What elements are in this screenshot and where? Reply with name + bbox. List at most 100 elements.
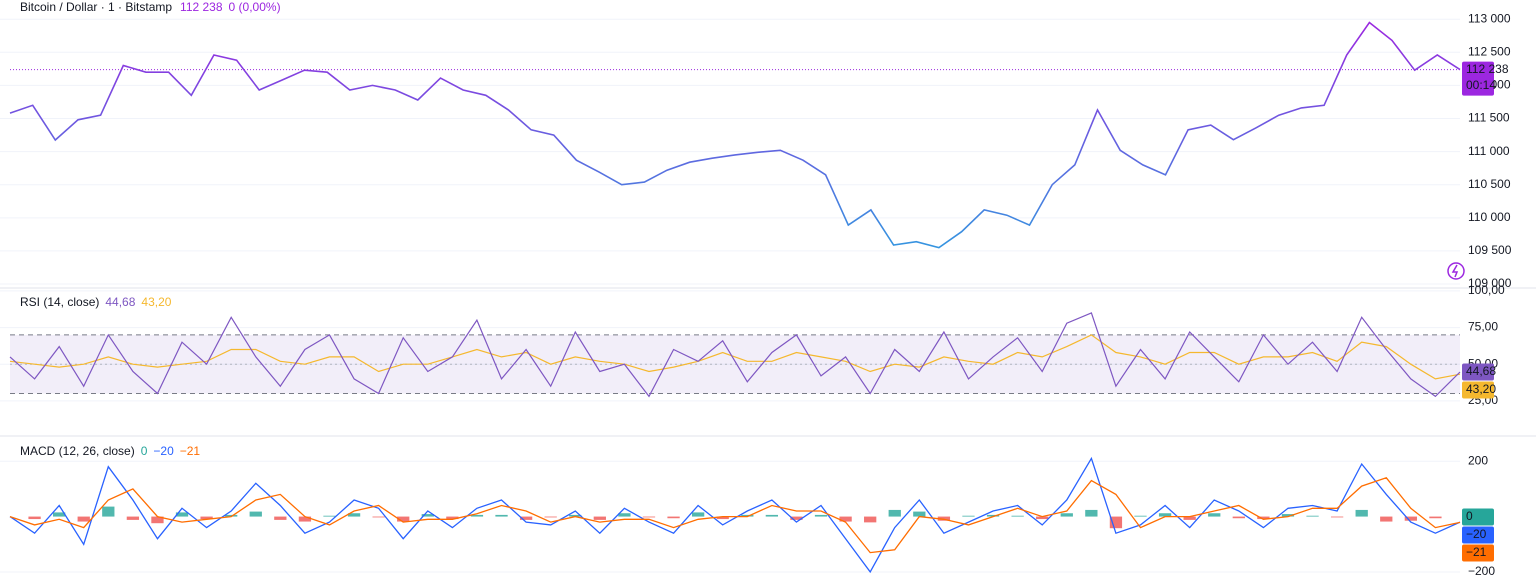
histogram-bar	[372, 516, 385, 518]
y-tick-label: −200	[1468, 564, 1495, 578]
histogram-bar	[1183, 516, 1196, 520]
rsi-badge-label: 43,20	[1466, 382, 1496, 396]
macd-badge-bg	[1462, 526, 1494, 544]
histogram-bar	[618, 513, 631, 517]
histogram-bar	[298, 516, 312, 522]
histogram-bar	[274, 516, 287, 520]
histogram-bar	[765, 514, 779, 517]
y-tick-label: 110 000	[1468, 210, 1511, 224]
rsi-ma-value: 43,20	[141, 295, 171, 309]
histogram-bar	[495, 514, 508, 517]
histogram-bar	[175, 512, 189, 517]
hist-value: 0	[141, 444, 148, 458]
rsi-badge-bg	[1462, 381, 1494, 399]
y-tick-label: 100,00	[1468, 283, 1505, 297]
histogram-bar	[544, 516, 557, 518]
hist-badge: 0	[1462, 508, 1494, 526]
macd-badge: −20	[1462, 526, 1494, 544]
alert-icon[interactable]	[1447, 262, 1465, 280]
histogram-bar	[937, 516, 951, 521]
histogram-bar	[1355, 509, 1368, 517]
histogram-bar	[225, 514, 238, 517]
macd-badge: −21	[1462, 544, 1494, 562]
histogram-bar	[1281, 514, 1295, 517]
histogram-bar	[1134, 515, 1147, 517]
histogram-bar	[200, 516, 213, 520]
macd-badge-bg	[1462, 544, 1494, 562]
macd-title: MACD (12, 26, close)	[20, 444, 135, 458]
hist-badge-label: 0	[1466, 509, 1473, 523]
histogram-bar	[1060, 513, 1073, 517]
histogram-bar	[421, 514, 434, 517]
y-tick-label: 112 500	[1468, 44, 1511, 58]
y-tick-label: 200	[1468, 453, 1488, 467]
rsi-line	[9, 312, 1461, 398]
macd-line	[9, 456, 1461, 574]
y-tick-label: 113 000	[1468, 11, 1511, 25]
macd-badge-label: −21	[1466, 545, 1487, 559]
last-price: 112 238	[180, 0, 223, 14]
price-line	[9, 21, 1461, 249]
y-tick-label: 110 500	[1468, 177, 1511, 191]
histogram-bar	[962, 515, 975, 517]
rsi-badge: 44,68	[1462, 363, 1496, 381]
histogram-bar	[1306, 515, 1319, 517]
histogram-bar	[1085, 509, 1098, 517]
y-tick-label: 75,00	[1468, 320, 1498, 334]
price-badge-bg	[1462, 61, 1494, 96]
price-badge: 112 238 00:14	[1462, 61, 1509, 96]
histogram-bar	[397, 516, 410, 522]
histogram-bar	[77, 516, 90, 522]
histogram-bar	[986, 514, 1000, 517]
histogram-bar	[1011, 515, 1024, 517]
histogram-bar	[1257, 516, 1270, 520]
histogram-bar	[347, 513, 361, 517]
macd-value: −20	[153, 444, 174, 458]
macd-line	[9, 477, 1461, 554]
histogram-bar	[470, 514, 484, 517]
histogram-bar	[1109, 516, 1123, 529]
histogram-bar	[28, 516, 41, 520]
histogram-bar	[888, 509, 901, 517]
histogram-bar	[864, 516, 877, 523]
histogram-bar	[446, 516, 459, 520]
histogram-bar	[1208, 513, 1221, 517]
y-tick-label: 109 000	[1468, 276, 1512, 290]
signal-value: −21	[180, 444, 201, 458]
price-badge-label: 112 238	[1466, 62, 1509, 76]
rsi-badge-bg	[1462, 363, 1494, 381]
histogram-bar	[790, 516, 803, 520]
histogram-bar	[1330, 516, 1344, 518]
symbol-title: Bitcoin / Dollar · 1 · Bitstamp	[20, 0, 172, 14]
macd-badge-label: −20	[1466, 527, 1487, 541]
rsi-header: RSI (14, close) 44,68 43,20	[20, 295, 172, 309]
histogram-bar	[126, 516, 140, 520]
histogram-bar	[839, 516, 852, 522]
histogram-bar	[1380, 516, 1393, 522]
macd-header: MACD (12, 26, close) 0 −20 −21	[20, 444, 200, 458]
countdown: 00:14	[1466, 78, 1496, 92]
histogram-bar	[1158, 513, 1172, 517]
price-header: Bitcoin / Dollar · 1 · Bitstamp 112 238 0 …	[20, 0, 281, 14]
histogram-bar	[667, 516, 680, 519]
histogram-bar	[1036, 516, 1049, 520]
histogram-bar	[716, 516, 729, 520]
histogram-bar	[519, 516, 533, 520]
rsi-badge-label: 44,68	[1466, 364, 1496, 378]
histogram-bar	[249, 511, 262, 517]
histogram-bar	[814, 514, 828, 517]
rsi-badge: 43,20	[1462, 381, 1496, 399]
histogram-bar	[642, 516, 656, 518]
histogram-bar	[569, 514, 582, 517]
rsi-value: 44,68	[105, 295, 135, 309]
histogram-bar	[151, 516, 164, 524]
y-tick-label: 111 500	[1468, 111, 1510, 125]
histogram-bar	[102, 506, 115, 517]
histogram-bar	[1404, 516, 1417, 521]
histogram-bar	[1232, 516, 1245, 519]
price-change: 0 (0,00%)	[229, 0, 281, 14]
y-tick-label: 111 000	[1468, 144, 1510, 158]
histogram-bar	[593, 516, 606, 520]
